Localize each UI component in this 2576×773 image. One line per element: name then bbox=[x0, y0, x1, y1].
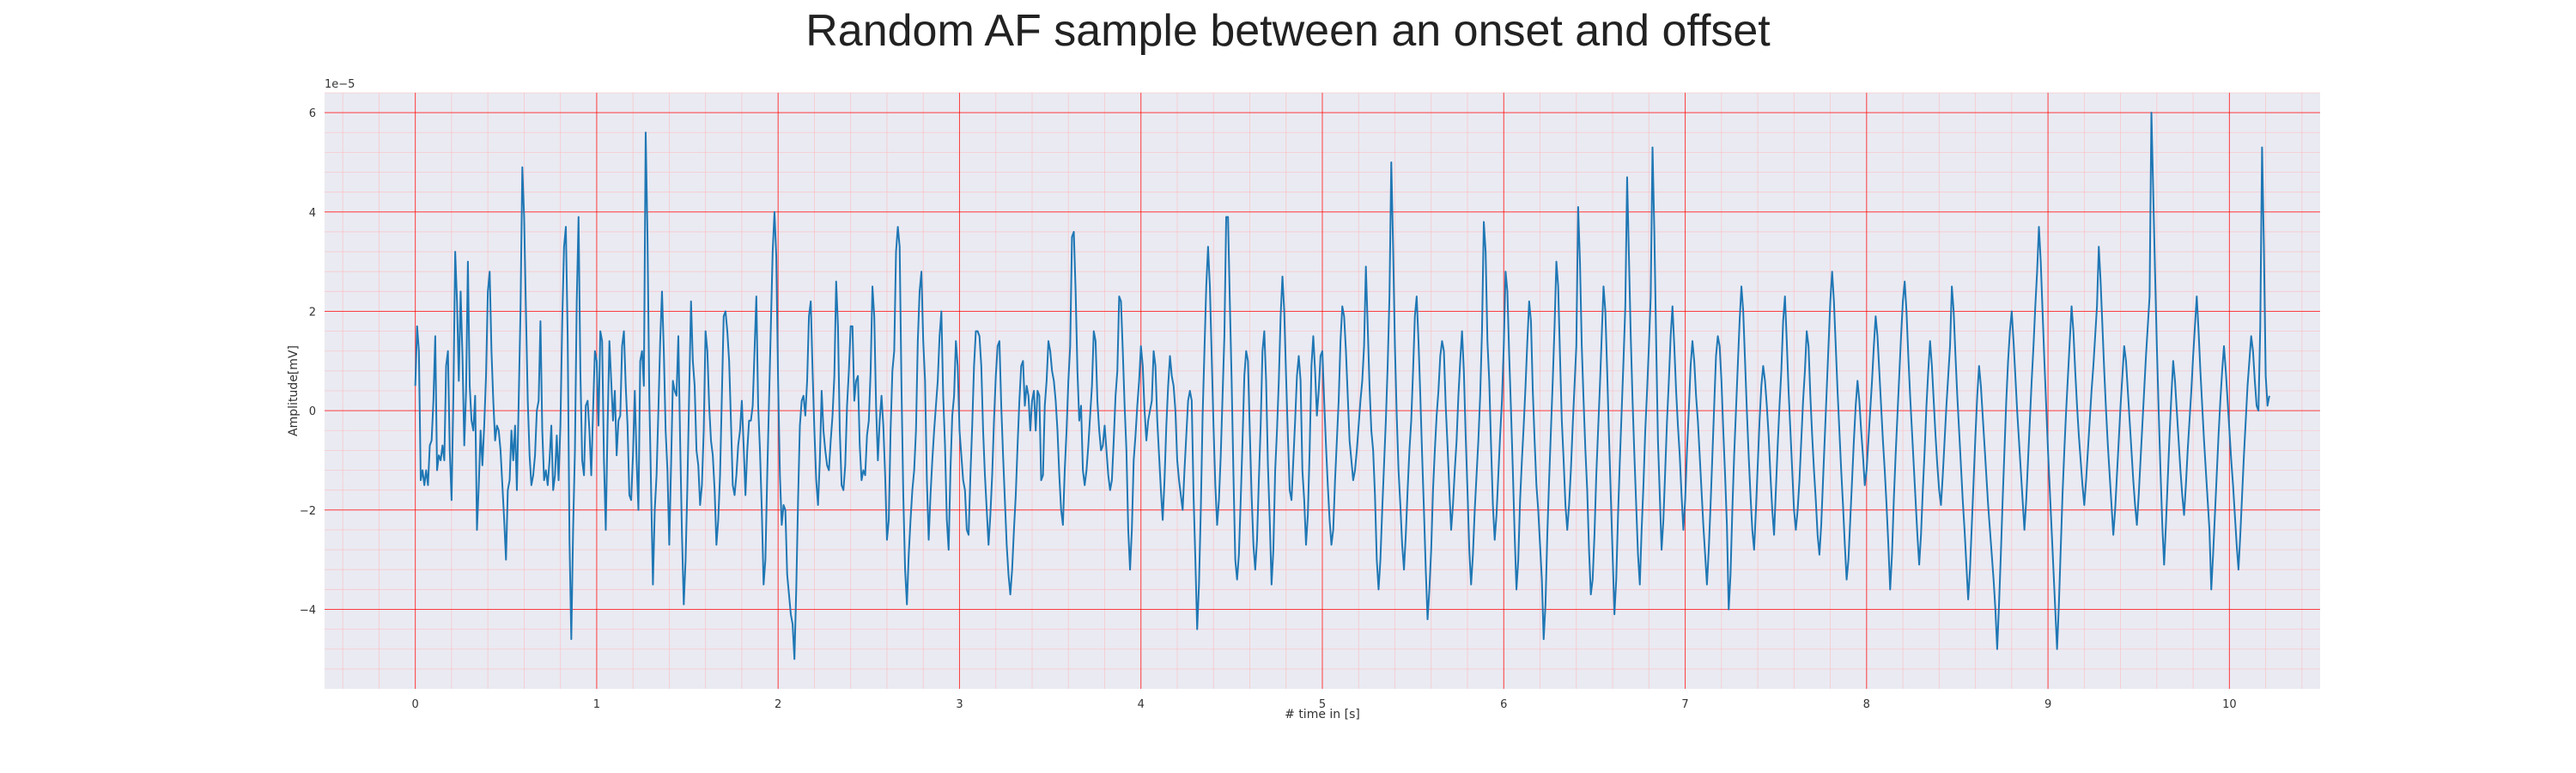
y-tick-labels: −4 −2 0 2 4 6 bbox=[300, 107, 316, 617]
x-tick-label: 2 bbox=[775, 698, 781, 711]
x-tick-label: 8 bbox=[1863, 698, 1870, 711]
x-tick-label: 4 bbox=[1138, 698, 1145, 711]
series-group bbox=[414, 112, 2270, 660]
x-tick-label: 7 bbox=[1681, 698, 1688, 711]
x-tick-label: 1 bbox=[593, 698, 600, 711]
y-tick-label: −2 bbox=[300, 505, 316, 518]
x-tick-label: 5 bbox=[1319, 698, 1326, 711]
y-tick-label: −4 bbox=[300, 604, 316, 617]
x-tick-labels: 0 1 2 3 4 5 6 7 8 9 10 bbox=[411, 698, 2236, 711]
y-tick-label: 0 bbox=[309, 405, 316, 418]
y-tick-label: 2 bbox=[309, 306, 316, 319]
chart-title: Random AF sample between an onset and of… bbox=[805, 6, 1771, 56]
series-line bbox=[414, 112, 2270, 660]
y-tick-label: 6 bbox=[309, 107, 316, 120]
x-tick-label: 0 bbox=[411, 698, 418, 711]
y-tick-label: 4 bbox=[309, 207, 316, 220]
x-tick-label: 6 bbox=[1500, 698, 1507, 711]
major-grid bbox=[325, 93, 2320, 689]
x-tick-label: 10 bbox=[2222, 698, 2237, 711]
x-tick-label: 9 bbox=[2044, 698, 2051, 711]
x-axis-label: # time in [s] bbox=[1285, 708, 1360, 721]
y-scale-label: 1e−5 bbox=[325, 78, 355, 91]
x-tick-label: 3 bbox=[956, 698, 963, 711]
y-axis-label: Amplitude[mV] bbox=[287, 345, 301, 436]
